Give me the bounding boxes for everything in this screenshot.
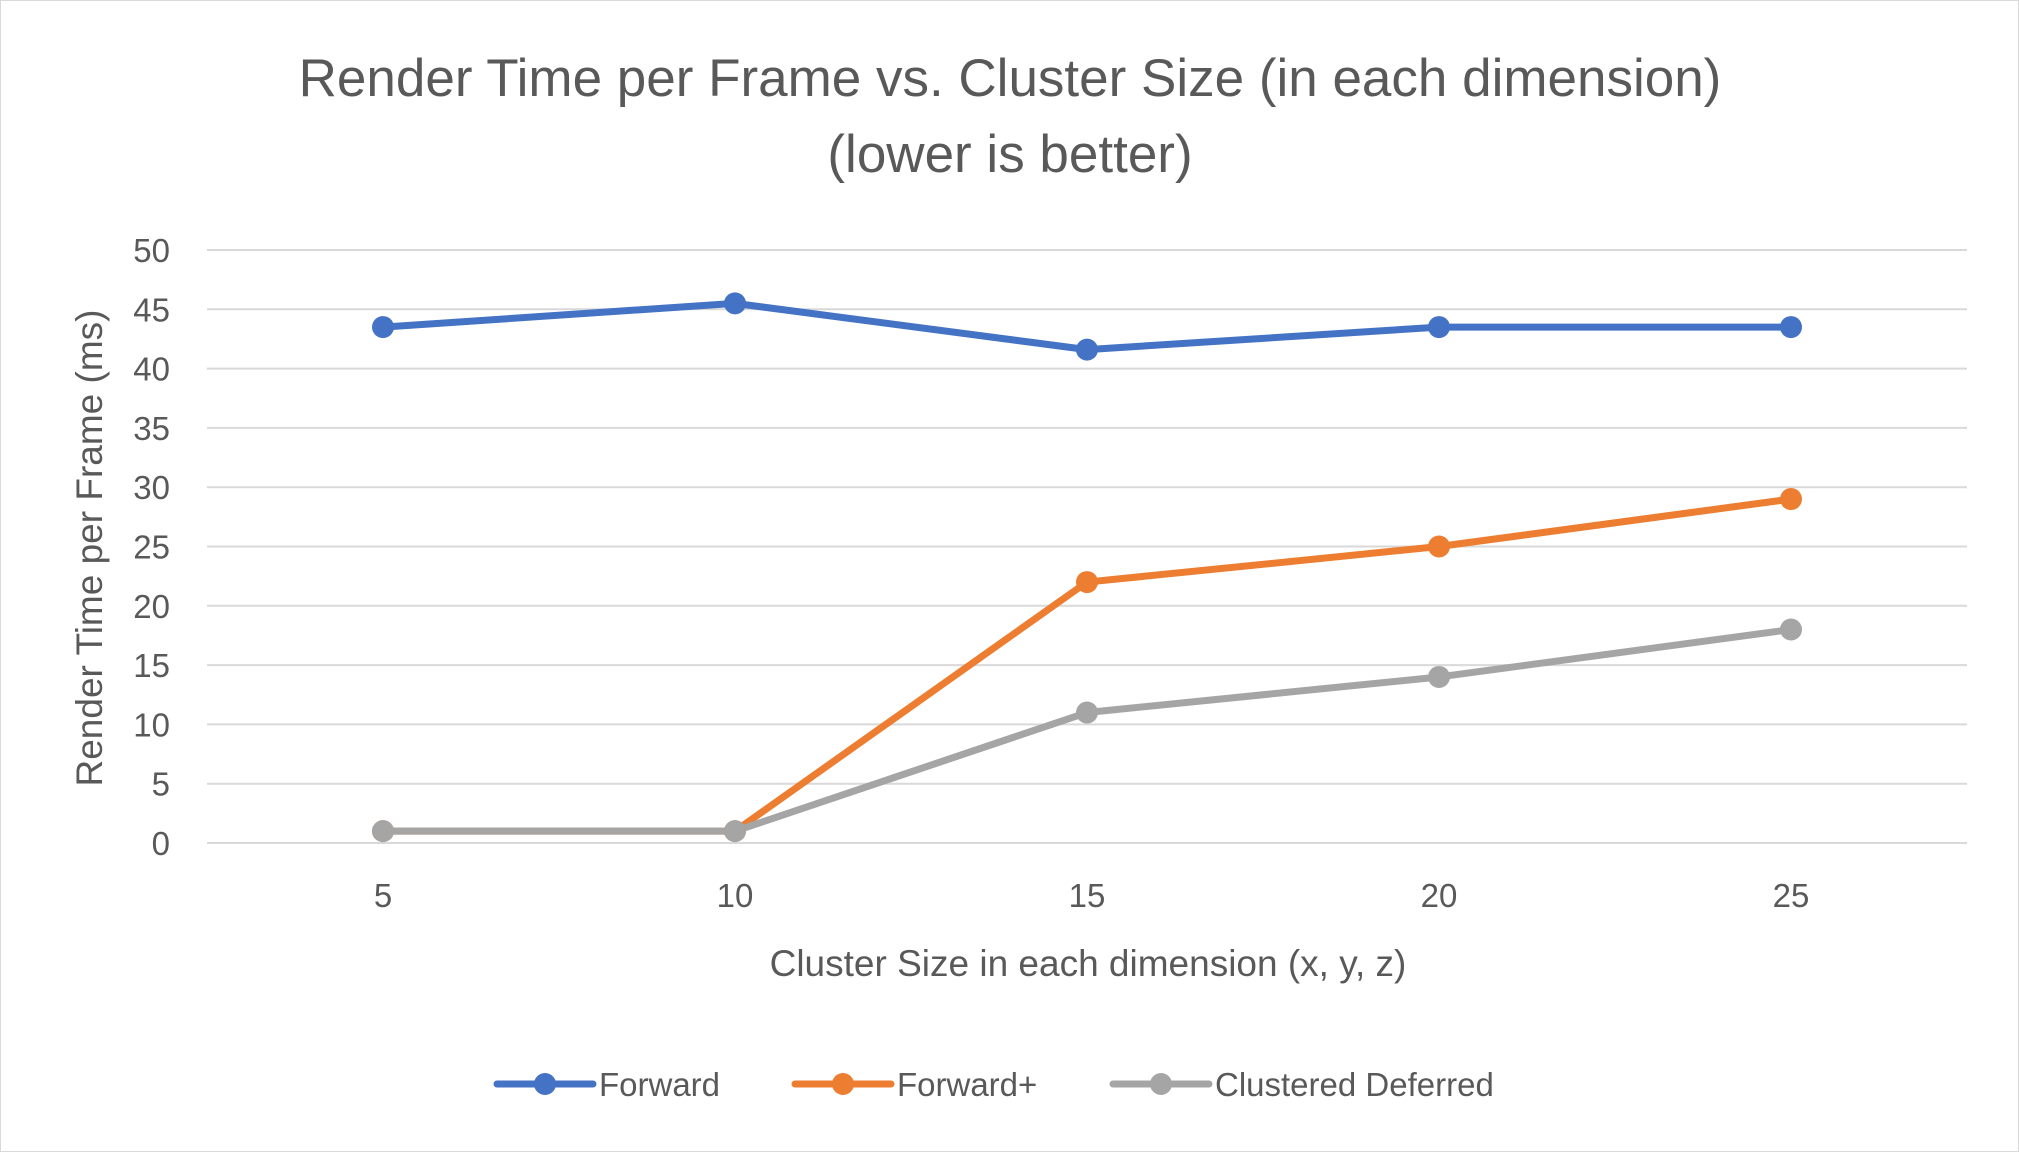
- legend-label-1: Forward+: [897, 1066, 1037, 1103]
- data-point-series-2-1: [724, 820, 746, 843]
- chart-title-line-2: (lower is better): [827, 125, 1192, 184]
- x-axis-label: Cluster Size in each dimension (x, y, z): [770, 943, 1407, 984]
- data-point-series-1-4: [1780, 488, 1802, 511]
- data-point-series-0-1: [724, 292, 746, 315]
- legend-marker-1: [832, 1073, 854, 1095]
- y-tick-label: 45: [133, 291, 170, 328]
- legend-label-2: Clustered Deferred: [1215, 1066, 1494, 1103]
- data-point-series-1-2: [1076, 571, 1098, 594]
- x-axis-tick-labels: 5 10 15 20 25: [374, 877, 1810, 914]
- data-point-series-2-0: [372, 820, 394, 843]
- y-tick-label: 30: [133, 469, 170, 506]
- legend-marker-2: [1150, 1073, 1172, 1095]
- chart-title-line-1: Render Time per Frame vs. Cluster Size (…: [299, 49, 1722, 108]
- y-tick-label: 20: [133, 588, 170, 625]
- data-point-series-2-3: [1428, 665, 1450, 688]
- data-point-series-1-3: [1428, 535, 1450, 558]
- y-tick-label: 10: [133, 706, 170, 743]
- y-tick-label: 15: [133, 647, 170, 684]
- gridlines: [207, 249, 1967, 844]
- y-axis-tick-labels: 0 5 10 15 20 25 30 35 40 45 50: [133, 232, 170, 862]
- series-lines: [379, 299, 1795, 835]
- y-tick-label: 5: [152, 766, 170, 803]
- y-tick-label: 0: [152, 825, 170, 862]
- y-tick-label: 40: [133, 351, 170, 388]
- legend-marker-0: [534, 1073, 556, 1095]
- data-point-series-2-4: [1780, 618, 1802, 641]
- x-tick-label: 10: [717, 877, 754, 914]
- data-point-series-0-4: [1780, 316, 1802, 339]
- x-tick-label: 5: [374, 877, 392, 914]
- data-point-series-0-2: [1076, 338, 1098, 361]
- data-point-series-0-3: [1428, 316, 1450, 339]
- legend-label-0: Forward: [599, 1066, 720, 1103]
- y-tick-label: 35: [133, 410, 170, 447]
- x-tick-label: 20: [1421, 877, 1458, 914]
- data-point-series-0-0: [372, 316, 394, 339]
- y-tick-label: 25: [133, 529, 170, 566]
- x-tick-label: 15: [1069, 877, 1106, 914]
- x-tick-label: 25: [1773, 877, 1810, 914]
- series-points: [372, 292, 1802, 843]
- y-axis-label: Render Time per Frame (ms): [69, 310, 110, 787]
- series-line-2: [379, 626, 1795, 835]
- y-tick-label: 50: [133, 232, 170, 269]
- legend: Forward Forward+ Clustered Deferred: [493, 1066, 1494, 1103]
- data-point-series-2-2: [1076, 701, 1098, 724]
